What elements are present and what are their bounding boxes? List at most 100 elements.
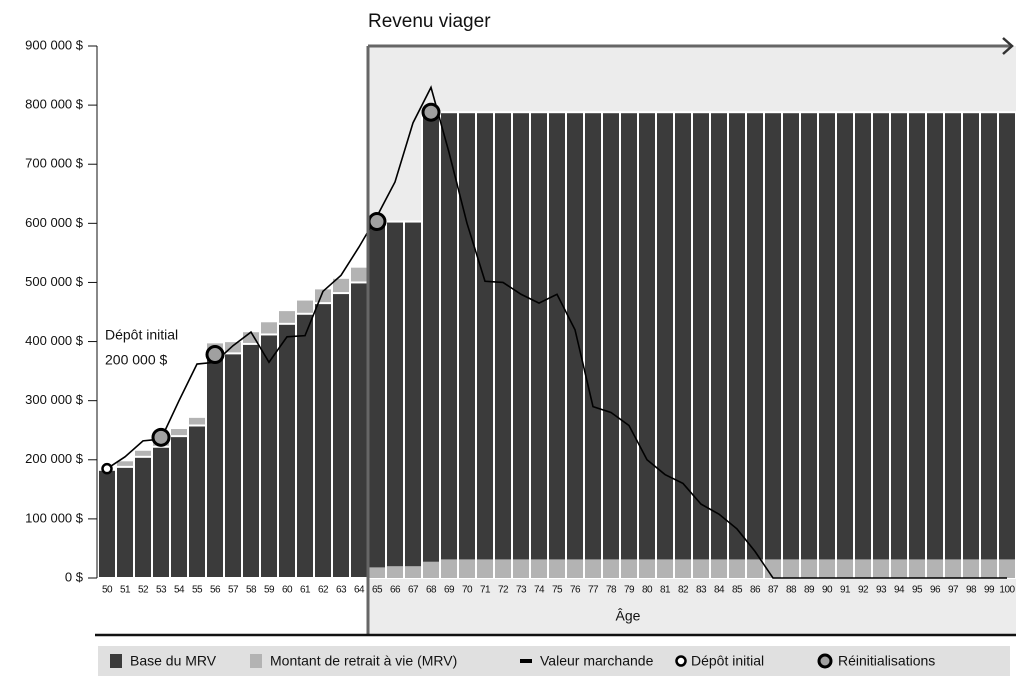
bar (277, 322, 297, 580)
x-tick-label: 90 (822, 585, 833, 596)
bar (133, 455, 153, 580)
bar (475, 111, 495, 580)
bar (997, 111, 1016, 580)
bar (583, 111, 603, 580)
bar-segment (909, 559, 925, 578)
x-tick-label: 56 (210, 585, 221, 596)
x-tick-label: 58 (246, 585, 257, 596)
x-tick-label: 63 (336, 585, 347, 596)
bar (961, 111, 981, 580)
bar-segment (639, 559, 655, 578)
reset-point (151, 427, 171, 447)
x-tick-label: 93 (876, 585, 887, 596)
x-tick-label: 99 (984, 585, 995, 596)
bar-segment (837, 559, 853, 578)
y-tick-label: 500 000 $ (25, 274, 84, 289)
bar-segment (405, 566, 421, 578)
bar (511, 111, 531, 580)
bar (925, 111, 945, 580)
bar-segment (135, 450, 151, 456)
bar-segment (279, 311, 295, 323)
legend-swatch (817, 653, 833, 669)
x-axis-title: Âge (616, 608, 641, 624)
bar-segment (621, 559, 637, 578)
bar-segment (243, 332, 259, 343)
legend-swatch (250, 654, 262, 668)
x-tick-label: 71 (480, 585, 491, 596)
x-tick-label: 67 (408, 585, 419, 596)
bar (979, 111, 999, 580)
x-tick-label: 79 (624, 585, 635, 596)
bar-segment (225, 342, 241, 353)
bar (403, 220, 423, 579)
y-tick-label: 600 000 $ (25, 215, 84, 230)
bar-segment (945, 559, 961, 578)
bar-segment (873, 559, 889, 578)
x-tick-label: 88 (786, 585, 797, 596)
legend-label: Base du MRV (130, 653, 217, 669)
annotation: Dépôt initial (105, 327, 178, 343)
x-tick-label: 74 (534, 585, 545, 596)
bar-segment (675, 559, 691, 578)
x-tick-label: 69 (444, 585, 455, 596)
bar (223, 352, 243, 579)
bar-segment (819, 559, 835, 578)
bar (151, 445, 171, 580)
line (106, 85, 1007, 579)
x-tick-label: 85 (732, 585, 743, 596)
x-tick-label: 83 (696, 585, 707, 596)
bar-segment (297, 300, 313, 313)
bar-segment (801, 559, 817, 578)
bar (853, 111, 873, 580)
bar-segment (729, 559, 745, 578)
x-tick-label: 66 (390, 585, 401, 596)
x-tick-label: 95 (912, 585, 923, 596)
bar (871, 111, 891, 580)
legend-swatch (110, 654, 122, 668)
bar-segment (477, 559, 493, 578)
legend-label: Réinitialisations (838, 653, 935, 669)
bar-segment (369, 567, 385, 578)
bar (637, 111, 657, 580)
bar-segment (261, 322, 277, 334)
y-tick-label: 400 000 $ (25, 333, 84, 348)
bar (601, 111, 621, 580)
x-tick-label: 87 (768, 585, 779, 596)
x-tick-label: 82 (678, 585, 689, 596)
x-tick-label: 65 (372, 585, 383, 596)
x-tick-label: 57 (228, 585, 239, 596)
bar (115, 465, 135, 580)
bar-segment (387, 566, 403, 578)
bar (835, 111, 855, 580)
x-tick-label: 98 (966, 585, 977, 596)
bar-segment (783, 559, 799, 578)
legend-label: Valeur marchande (540, 653, 654, 669)
reset-point (421, 102, 441, 122)
bar (367, 220, 387, 579)
bar (97, 468, 117, 579)
bar (493, 111, 513, 580)
bar-segment (459, 559, 475, 578)
bar-segment (549, 559, 565, 578)
y-tick-label: 900 000 $ (25, 37, 84, 52)
legend-label: Montant de retrait à vie (MRV) (270, 653, 457, 669)
reset-point (205, 345, 225, 365)
annotation: 200 000 $ (105, 352, 167, 368)
y-tick-label: 700 000 $ (25, 156, 84, 171)
bar-segment (855, 559, 871, 578)
bar (295, 312, 315, 579)
bar (241, 342, 261, 580)
bar-segment (171, 429, 187, 436)
x-tick-label: 91 (840, 585, 851, 596)
bar (889, 111, 909, 580)
bar (943, 111, 963, 580)
bar (547, 111, 567, 580)
plot (97, 85, 1016, 580)
bar (907, 111, 927, 580)
x-tick-label: 52 (138, 585, 149, 596)
bar-segment (513, 559, 529, 578)
x-tick-label: 76 (570, 585, 581, 596)
bar (727, 111, 747, 580)
bar (745, 111, 765, 580)
